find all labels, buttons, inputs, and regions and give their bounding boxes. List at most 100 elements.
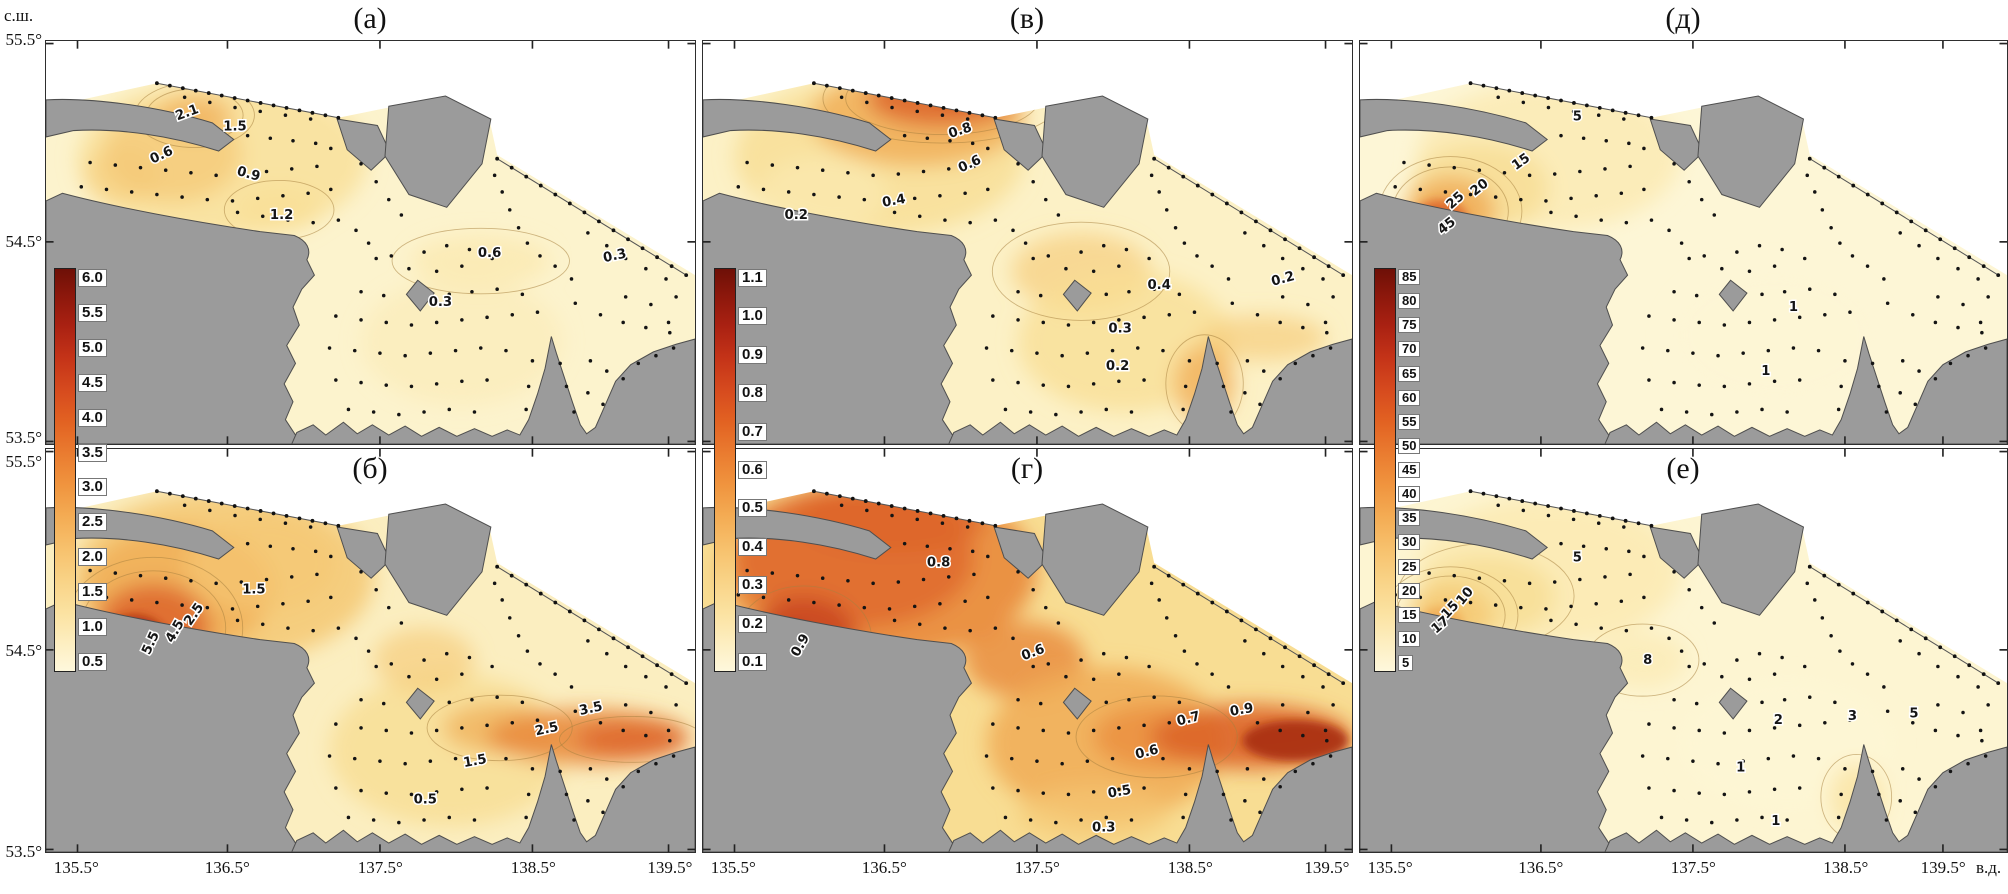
land-island-big <box>384 95 492 208</box>
land-island-big <box>384 503 492 616</box>
land-spit <box>703 98 892 152</box>
land-mainland-west <box>46 600 316 852</box>
y-tick-label: 54.5° <box>5 232 42 251</box>
colorbar-tick-label: 3.0 <box>78 478 107 497</box>
contour-label: 5 <box>1909 707 1918 722</box>
colorbar-tick-label: 0.6 <box>738 460 767 479</box>
land-islet <box>405 279 435 312</box>
land-island-small <box>1649 118 1704 171</box>
open-boundary-stations <box>155 489 689 686</box>
colorbar-tick-label: 55 <box>1398 413 1421 430</box>
colorbar-tick-label: 50 <box>1398 437 1421 454</box>
colorbar-tick-label: 1.0 <box>78 618 107 637</box>
colorbar-tick-label: 20 <box>1398 582 1421 599</box>
colorbar-tick-label: 6.0 <box>78 269 107 287</box>
contour-label: 1.2 <box>270 208 293 223</box>
contour-label: 0.9 <box>1229 701 1255 720</box>
colorbar-tick-label: 0.4 <box>738 537 767 556</box>
contour-label: 0.7 <box>1175 709 1201 729</box>
contour-label: 1 <box>1736 760 1745 775</box>
land-island-small <box>336 118 391 171</box>
colorbar-tick-label: 0.5 <box>738 499 767 518</box>
land-islet <box>1062 687 1092 720</box>
colorbar-tick-label: 45 <box>1398 462 1421 478</box>
map-panel-a: 2.11.50.60.91.20.6 0.30.3 <box>45 40 696 445</box>
contour-label: 8 <box>1643 653 1652 668</box>
station-dots <box>79 503 678 825</box>
colorbar-tick-label: 35 <box>1398 510 1421 527</box>
land-mainland-south <box>1604 336 2007 444</box>
land-islet <box>405 687 435 720</box>
colorbar-tick-label: 0.9 <box>738 345 767 364</box>
x-tick-label: 137.5° <box>1670 858 1716 877</box>
contour-label: 1 <box>1789 300 1798 315</box>
colorbar-tick-label: 0.7 <box>738 422 767 441</box>
land-mainland-south <box>948 336 1352 444</box>
contour-label: 5 <box>1573 109 1582 124</box>
land-mainland-west <box>46 192 316 444</box>
colorbar-tick-label: 25 <box>1398 558 1421 575</box>
land-island-small <box>1649 526 1704 579</box>
land-island-big <box>1697 95 1805 208</box>
x-tick-label: 135.5° <box>1367 858 1413 877</box>
land-island-small <box>336 526 391 579</box>
colorbar-tick-label: 0.1 <box>738 652 767 671</box>
colorbar-ticks-2: 1.1 1.0 0.9 0.8 0.7 0.6 0.5 0.4 0.3 0.2 0.1 <box>738 268 767 672</box>
x-tick-label: 138.5° <box>1823 858 1869 877</box>
colorbar-gradient-1 <box>54 268 76 672</box>
contour-label: 3.5 <box>578 699 604 719</box>
contour-label: 1 <box>1761 364 1770 379</box>
land-islet <box>1062 279 1092 312</box>
contour-label: 0.2 <box>785 208 808 223</box>
colorbar-scale-3: 85 80 75 70 65 60 55 50 45 40 35 30 25 20 15 10 5 <box>1374 268 1421 672</box>
open-boundary-stations <box>1468 489 2001 686</box>
x-tick-label: 139.5° <box>1304 858 1350 877</box>
station-dots <box>1393 503 1990 825</box>
land-mainland-south <box>291 336 695 444</box>
colorbar-ticks-1: 6.0 5.5 5.0 4.5 4.0 3.5 3.0 2.5 2.0 1.5 1.0 0.5 <box>78 268 107 672</box>
x-tick-label: 135.5° <box>53 858 99 877</box>
colorbar-gradient-2 <box>714 268 736 672</box>
contour-label: 1.5 <box>242 582 265 597</box>
colorbar-tick-label: 60 <box>1398 389 1421 406</box>
colorbar-tick-label: 5 <box>1398 655 1414 671</box>
contour-label: 0.5 <box>414 792 437 807</box>
open-sea-blank <box>46 41 695 276</box>
x-tick-label: 136.5° <box>1518 858 1564 877</box>
contour-label: 0.5 <box>1107 783 1133 802</box>
station-dots <box>736 95 1335 417</box>
land-islet <box>1718 279 1748 312</box>
contour-label: 1.5 <box>462 752 488 771</box>
axis-tick-marks <box>703 449 1352 852</box>
contour-label: 0.8 <box>927 556 950 571</box>
colorbar-tick-label: 3.5 <box>78 443 107 462</box>
y-tick-label: 55.5° <box>5 452 42 471</box>
open-sea-blank <box>1360 41 2007 276</box>
panel-title-d: (д) <box>1665 2 1701 35</box>
x-tick-label: 139.5° <box>1920 858 1966 877</box>
colorbar-tick-label: 30 <box>1398 534 1421 551</box>
open-sea-blank <box>703 41 1352 276</box>
open-boundary-stations <box>812 81 1346 278</box>
station-dots <box>79 95 678 417</box>
land-island-big <box>1041 503 1149 616</box>
colorbar-tick-label: 1.5 <box>78 583 107 602</box>
open-boundary-stations <box>812 489 1346 686</box>
y-tick-label: 55.5° <box>5 30 42 49</box>
station-dots <box>1393 95 1990 417</box>
land-mainland-south <box>948 744 1352 852</box>
contour-label: 0.4 <box>1147 278 1170 293</box>
contour-label: 2 <box>1774 713 1783 728</box>
colorbar-tick-label: 0.2 <box>738 614 767 633</box>
x-tick-label: 135.5° <box>710 858 756 877</box>
colorbar-tick-label: 40 <box>1398 486 1421 503</box>
colorbar-tick-label: 2.0 <box>78 548 107 567</box>
colorbar-tick-label: 85 <box>1398 269 1421 285</box>
lon-axis-label: в.д. <box>1974 858 2004 878</box>
axis-tick-marks <box>703 41 1352 444</box>
land-islet <box>1718 687 1748 720</box>
colorbar-gradient-3 <box>1374 268 1396 672</box>
land-island-big <box>1041 95 1149 208</box>
